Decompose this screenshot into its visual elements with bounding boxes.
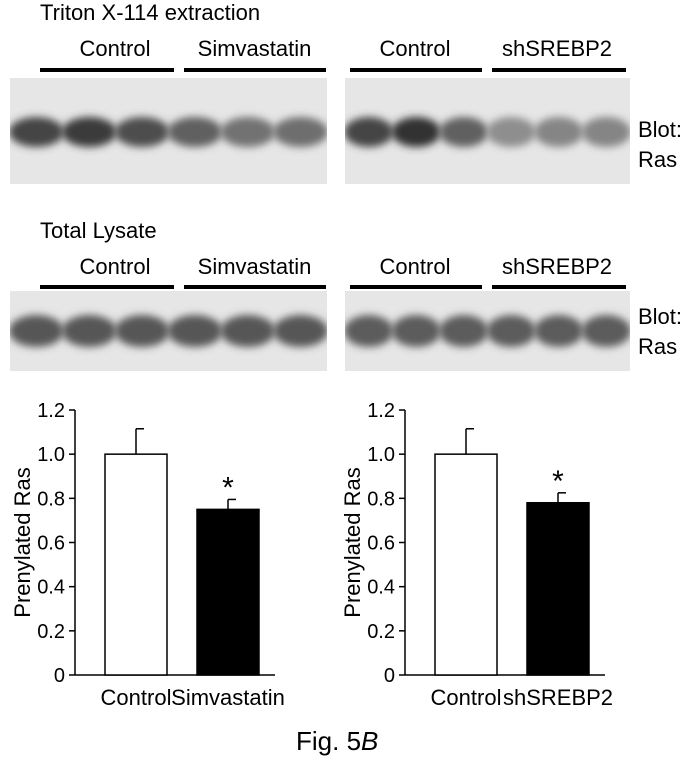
blot-band <box>345 117 394 147</box>
bar <box>196 508 260 676</box>
blot-band <box>114 117 170 147</box>
blot-band <box>273 117 327 147</box>
blot-band <box>581 315 630 347</box>
y-tick-label: 0.4 <box>37 577 65 599</box>
bar-chart-simvastatin: Prenylated Ras 0 0.2 0.4 0.6 0.8 1.0 1.2 Control… <box>10 400 285 710</box>
blot-band <box>10 117 64 147</box>
group-label-control: Control <box>79 36 151 61</box>
group-label-control-2: Control <box>379 36 451 61</box>
blot-band <box>220 117 276 147</box>
blot-band <box>391 315 441 347</box>
group-bar-control <box>40 68 174 72</box>
bar <box>434 453 498 676</box>
blot-band <box>391 117 441 147</box>
blot-band <box>10 315 64 347</box>
group-label-control-4: Control <box>379 254 451 279</box>
group-label-shsrebp2-2: shSREBP2 <box>501 254 613 279</box>
caption-suffix: B <box>361 726 379 756</box>
group-bar-control-3 <box>40 285 174 289</box>
group-bar-simvastatin <box>184 68 326 72</box>
blot-label-line2: Ras <box>638 334 678 359</box>
group-label-shsrebp2: shSREBP2 <box>501 36 613 61</box>
blot-label-line2: Ras <box>638 147 678 172</box>
group-bar-control-4 <box>350 285 482 289</box>
section-title-total-lysate: Total Lysate <box>40 218 157 243</box>
blot-band <box>167 315 223 347</box>
y-tick-label: 1.2 <box>367 400 395 422</box>
y-tick-label: 0.4 <box>367 577 395 599</box>
blot-band <box>534 117 584 147</box>
blot-bands <box>345 315 630 347</box>
blot-image-triton-shsrebp2 <box>345 78 630 184</box>
blot-band <box>220 315 276 347</box>
blot-image-lysate-shsrebp2 <box>345 291 630 371</box>
blot-band <box>581 117 630 147</box>
bar <box>526 502 590 676</box>
blot-band <box>534 315 584 347</box>
group-bar-shsrebp2 <box>492 68 626 72</box>
y-tick-label: 1.2 <box>37 400 65 422</box>
y-tick-label: 1.0 <box>367 444 395 466</box>
blot-label-line1: Blot: <box>638 304 683 329</box>
y-tick-label: 1.0 <box>37 444 65 466</box>
blot-bands <box>345 117 630 147</box>
blot-band <box>345 315 394 347</box>
group-bar-simvastatin-2 <box>184 285 326 289</box>
y-tick-label: 0.6 <box>367 533 395 555</box>
y-tick-label: 0.6 <box>37 533 65 555</box>
blot-band <box>439 117 489 147</box>
blot-band <box>167 117 223 147</box>
y-tick-label: 0.8 <box>37 488 65 510</box>
blot-image-triton-simvastatin <box>10 78 327 184</box>
bar <box>104 453 168 676</box>
y-tick-label: 0.2 <box>37 621 65 643</box>
blot-band <box>114 315 170 347</box>
y-axis-label: Prenylated Ras <box>340 467 365 617</box>
significance-marker: * <box>222 471 234 504</box>
x-category-label: Simvastatin <box>171 685 285 710</box>
x-category-label: Control <box>431 685 502 710</box>
bar-chart-shsrebp2: Prenylated Ras 0 0.2 0.4 0.6 0.8 1.0 1.2 Control… <box>340 400 613 710</box>
section-title-triton: Triton X-114 extraction <box>40 0 261 25</box>
blot-band <box>61 117 117 147</box>
blot-bands <box>10 117 327 147</box>
group-bar-shsrebp2-2 <box>492 285 626 289</box>
caption-prefix: Fig. 5 <box>296 726 362 756</box>
y-tick-label: 0.8 <box>367 488 395 510</box>
blot-band <box>486 117 536 147</box>
significance-marker: * <box>552 465 564 498</box>
blot-band <box>486 315 536 347</box>
blot-bands <box>10 315 327 347</box>
y-tick-label: 0 <box>384 665 395 687</box>
x-category-label: shSREBP2 <box>503 685 613 710</box>
blot-label-triton: Blot: Ras <box>638 115 682 175</box>
figure-caption: Fig. 5B <box>296 726 378 757</box>
y-tick-label: 0.2 <box>367 621 395 643</box>
group-label-control-3: Control <box>79 254 151 279</box>
blot-band <box>439 315 489 347</box>
blot-band <box>61 315 117 347</box>
y-tick-label: 0 <box>54 665 65 687</box>
group-label-simvastatin: Simvastatin <box>197 36 312 61</box>
blot-image-lysate-simvastatin <box>10 291 327 371</box>
y-axis-label: Prenylated Ras <box>10 467 35 617</box>
group-bar-control-2 <box>350 68 482 72</box>
blot-label-lysate: Blot: Ras <box>638 302 682 362</box>
blot-band <box>273 315 327 347</box>
x-category-label: Control <box>101 685 172 710</box>
blot-label-line1: Blot: <box>638 117 683 142</box>
group-label-simvastatin-2: Simvastatin <box>197 254 312 279</box>
